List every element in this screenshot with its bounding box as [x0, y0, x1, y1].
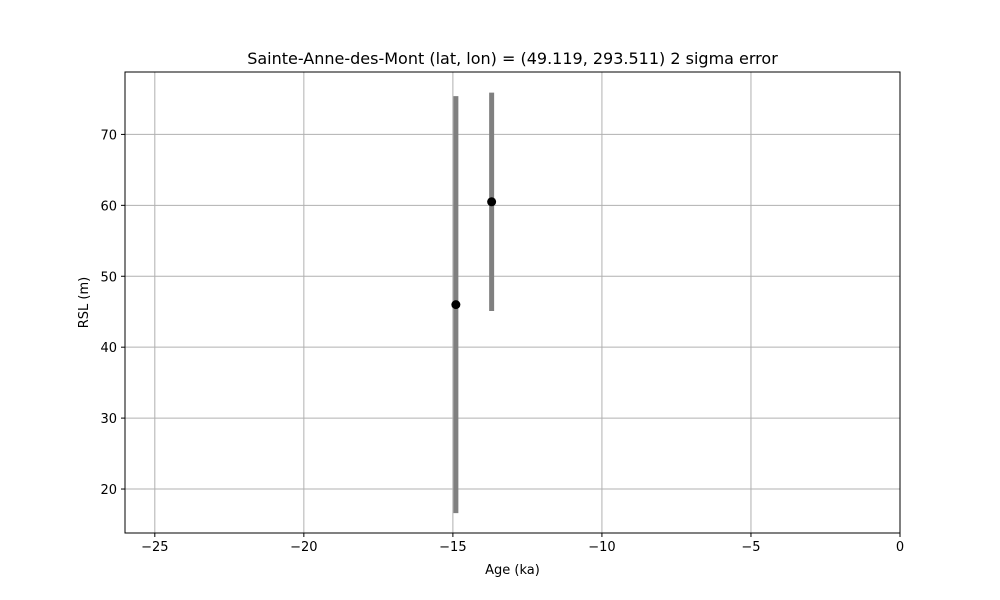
data-point — [451, 300, 461, 310]
y-axis-ticks: 20 30 40 50 60 70 — [100, 128, 125, 498]
x-axis-ticks: −25 −20 −15 −10 −5 0 — [141, 533, 904, 555]
y-tick-label: 40 — [100, 341, 117, 356]
y-tick-label: 60 — [100, 199, 117, 214]
y-axis-label: RSL (m) — [77, 277, 92, 328]
x-tick-label: −15 — [439, 540, 466, 555]
x-tick-label: −5 — [741, 540, 760, 555]
x-axis-label: Age (ka) — [485, 563, 540, 578]
x-tick-label: −10 — [588, 540, 615, 555]
y-tick-label: 70 — [100, 128, 117, 143]
y-tick-label: 30 — [100, 412, 117, 427]
data-points — [451, 197, 497, 310]
data-point — [487, 197, 497, 207]
x-tick-label: 0 — [896, 540, 904, 555]
plot-frame — [124, 71, 901, 534]
y-tick-label: 50 — [100, 270, 117, 285]
x-tick-label: −20 — [290, 540, 317, 555]
chart-title: Sainte-Anne-des-Mont (lat, lon) = (49.11… — [247, 49, 778, 68]
y-tick-label: 20 — [100, 483, 117, 498]
x-tick-label: −25 — [141, 540, 168, 555]
